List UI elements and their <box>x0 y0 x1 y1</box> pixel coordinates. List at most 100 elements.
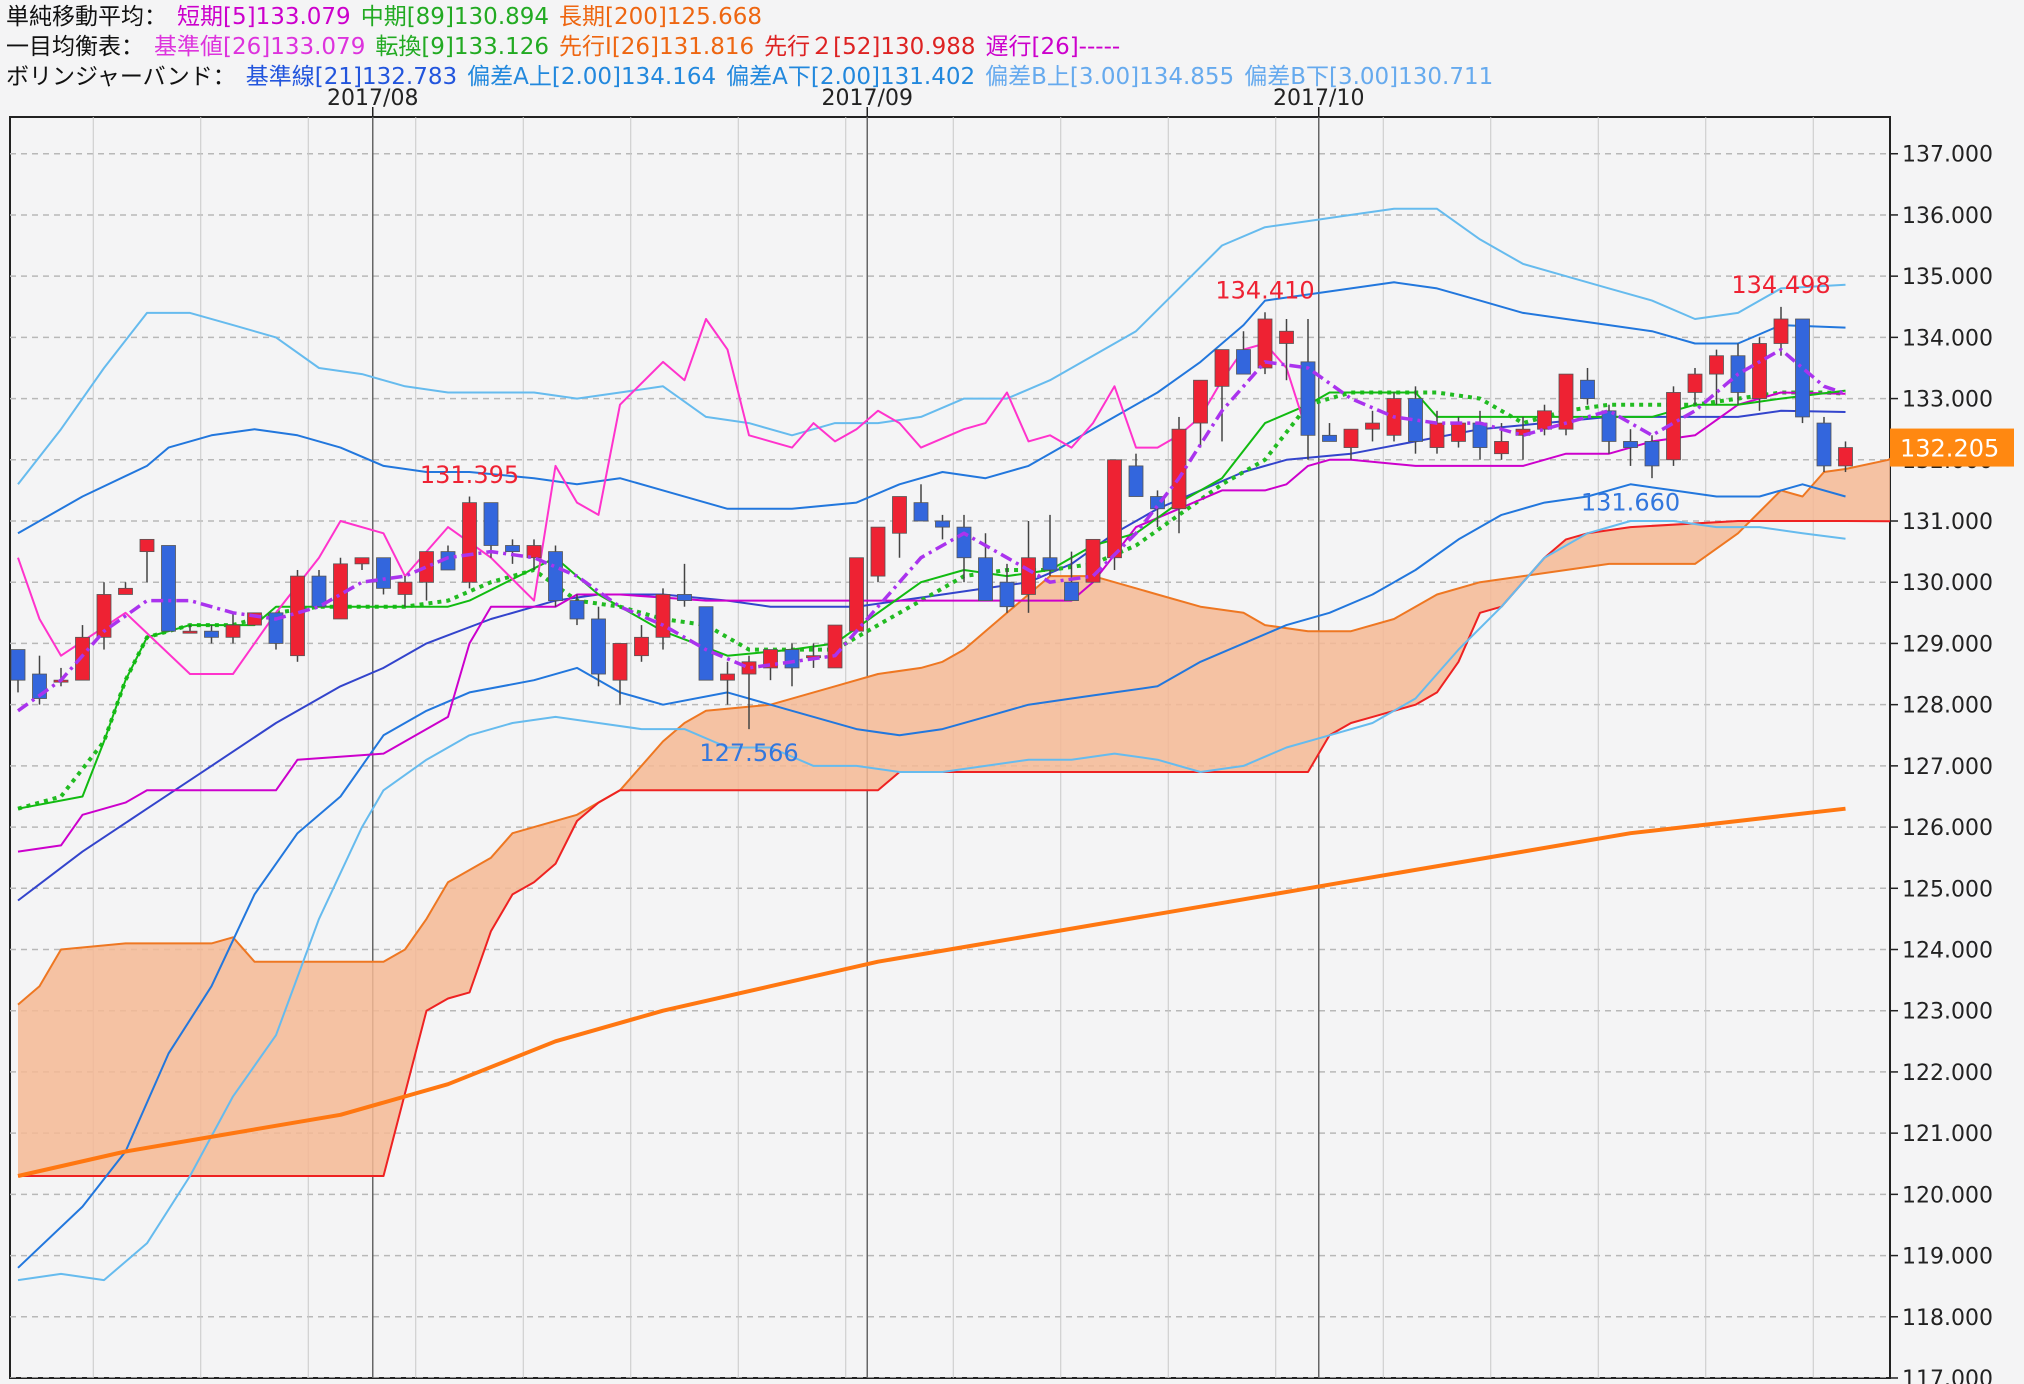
candle-body <box>1236 349 1251 375</box>
candle-body <box>118 587 133 595</box>
price-annotation: 131.660 <box>1581 489 1680 517</box>
legend-sma-label: 単純移動平均： <box>6 4 167 30</box>
y-tick-label: 121.000 <box>1902 1122 1993 1147</box>
y-tick-label: 135.000 <box>1902 265 1993 290</box>
y-tick-label: 133.000 <box>1902 388 1993 413</box>
y-tick-label: 137.000 <box>1902 143 1993 168</box>
candle-body <box>612 643 628 681</box>
legend-chikou: 遅行[26]----- <box>985 34 1121 60</box>
legend-tenkan: 転換[9]133.126 <box>375 34 550 60</box>
y-tick-label: 131.000 <box>1902 510 1993 535</box>
candle-body <box>741 661 757 675</box>
legend: 単純移動平均： 短期[5]133.079 中期[89]130.894 長期[200]1… <box>6 2 2016 92</box>
y-tick-label: 130.000 <box>1902 571 1993 596</box>
candle-body <box>75 636 90 681</box>
candle-body <box>1107 459 1122 559</box>
candle-body <box>870 526 886 577</box>
candle-body <box>1816 422 1832 467</box>
chikou-line <box>17 318 1309 675</box>
legend-bb-a-up: 偏差A上[2.00]134.164 <box>467 64 717 90</box>
candle-body <box>204 630 219 638</box>
candle-body <box>526 545 542 559</box>
candle-body <box>225 624 241 638</box>
legend-ichimoku-label: 一目均衡表： <box>6 34 144 60</box>
bb-b-upper-line <box>17 207 1846 485</box>
bb-b-lower-line <box>17 520 1846 1282</box>
candle-body <box>10 649 26 681</box>
candle-body <box>1838 447 1853 467</box>
y-tick-label: 134.000 <box>1902 326 1993 351</box>
y-tick-label: 119.000 <box>1902 1245 1993 1270</box>
candle-body <box>1257 318 1273 369</box>
candle-body <box>892 496 907 534</box>
y-tick-label: 136.000 <box>1902 204 1993 229</box>
candle-body <box>655 594 671 638</box>
legend-bollinger-row: ボリンジャーバンド： 基準線[21]132.783 偏差A上[2.00]134.16… <box>6 62 2016 92</box>
y-tick-label: 122.000 <box>1902 1061 1993 1086</box>
candle-body <box>1580 379 1595 399</box>
candle-body <box>1064 581 1079 601</box>
legend-bb-b-dn: 偏差B下[3.00]130.711 <box>1244 64 1494 90</box>
candle-body <box>462 502 477 583</box>
candle-body <box>978 557 993 601</box>
price-annotation: 131.395 <box>420 461 519 489</box>
candle-body <box>935 520 950 528</box>
candle-body <box>1128 465 1144 497</box>
y-tick-label: 126.000 <box>1902 816 1993 841</box>
legend-sma-short: 短期[5]133.079 <box>177 4 351 30</box>
legend-kijun: 基準値[26]133.079 <box>154 34 366 60</box>
candle-body <box>1214 349 1230 387</box>
y-tick-label: 128.000 <box>1902 694 1993 719</box>
candle-body <box>784 649 800 669</box>
y-tick-label: 129.000 <box>1902 632 1993 657</box>
y-tick-label: 117.000 <box>1902 1367 1993 1384</box>
candle-body <box>1343 428 1359 448</box>
y-tick-label: 118.000 <box>1902 1306 1993 1331</box>
candle-body <box>1773 318 1789 344</box>
x-tick-label: 2017/10 <box>1273 86 1364 111</box>
legend-bb-b-up: 偏差B上[3.00]134.855 <box>985 64 1235 90</box>
sma-short-line <box>16 347 1847 713</box>
candle-body <box>1429 422 1445 448</box>
candle-body <box>268 612 284 644</box>
candle-body <box>569 600 585 620</box>
legend-bb-a-dn: 偏差A下[2.00]131.402 <box>726 64 976 90</box>
candle-body <box>634 636 649 657</box>
candle-body <box>720 673 735 681</box>
candle-body <box>1795 318 1810 418</box>
candle-body <box>1021 557 1036 595</box>
x-tick-label: 2017/08 <box>327 86 418 111</box>
candle-body <box>182 630 198 634</box>
candle-body <box>1601 410 1617 442</box>
candle-body <box>505 545 520 553</box>
candle-body <box>1709 355 1724 375</box>
candle-body <box>999 581 1015 608</box>
candle-body <box>677 594 692 601</box>
candle-body <box>483 502 499 546</box>
legend-senkou2: 先行２[52]130.988 <box>764 34 976 60</box>
candle-body <box>849 557 864 632</box>
bb-a-upper-line <box>17 281 1846 535</box>
y-tick-label: 127.000 <box>1902 755 1993 780</box>
candle-body <box>1322 434 1337 442</box>
legend-sma-long: 長期[200]125.668 <box>559 4 762 30</box>
legend-sma-mid: 中期[89]130.894 <box>360 4 550 30</box>
candle-body <box>763 649 778 669</box>
y-tick-label: 123.000 <box>1902 1000 1993 1025</box>
candle-body <box>1644 441 1660 467</box>
candle-body <box>311 575 327 608</box>
candle-body <box>96 594 112 638</box>
candle-body <box>1558 373 1574 430</box>
legend-bb-mid: 基準線[21]132.783 <box>245 64 458 90</box>
senkou1-line <box>17 457 1890 1006</box>
candle-body <box>1451 422 1466 442</box>
price-annotation: 134.498 <box>1731 271 1830 299</box>
candle-body <box>1472 422 1488 448</box>
price-annotation: 134.410 <box>1215 276 1314 304</box>
candle-body <box>913 502 929 522</box>
candle-body <box>1193 379 1208 424</box>
candle-body <box>376 557 391 589</box>
candle-body <box>591 618 606 675</box>
candle-body <box>1623 441 1638 448</box>
